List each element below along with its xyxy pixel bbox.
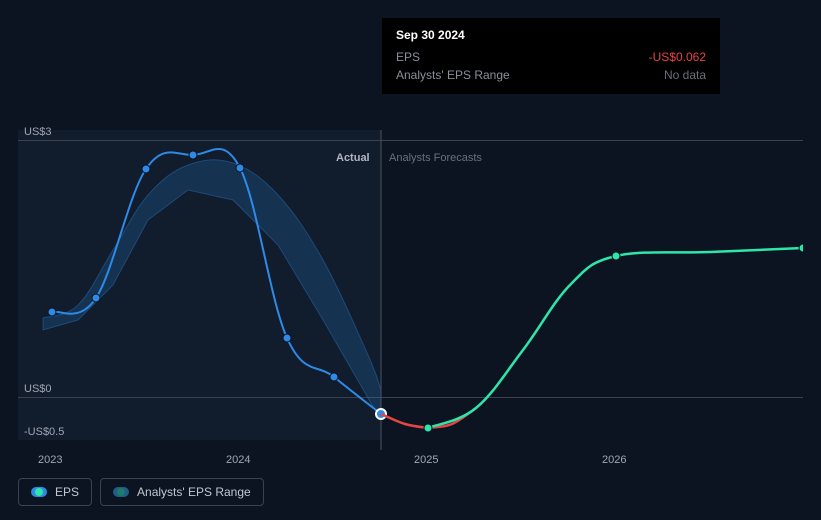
eps-forecast-chart: Sep 30 2024 EPS-US$0.062Analysts' EPS Ra… [0, 0, 821, 520]
legend-item-label: Analysts' EPS Range [137, 485, 251, 499]
tooltip-row-label: EPS [396, 48, 420, 66]
tooltip-row-label: Analysts' EPS Range [396, 66, 510, 84]
legend-item-label: EPS [55, 485, 79, 499]
chart-svg [18, 130, 803, 450]
legend-swatch-icon [113, 487, 129, 497]
tooltip-row-value: -US$0.062 [649, 48, 706, 66]
legend-item[interactable]: EPS [18, 478, 92, 506]
chart-tooltip: Sep 30 2024 EPS-US$0.062Analysts' EPS Ra… [382, 18, 720, 94]
x-axis-tick-label: 2024 [226, 454, 250, 466]
tooltip-row-value: No data [664, 66, 706, 84]
tooltip-date: Sep 30 2024 [396, 28, 706, 42]
x-axis-tick-label: 2026 [602, 454, 626, 466]
x-axis-tick-label: 2023 [38, 454, 62, 466]
x-axis-tick-label: 2025 [414, 454, 438, 466]
tooltip-row: EPS -US$0.062 [396, 48, 706, 66]
chart-plot-area[interactable]: US$3US$0-US$0.5 Actual Analysts Forecast… [18, 130, 803, 440]
chart-legend: EPS Analysts' EPS Range [18, 478, 264, 506]
legend-item[interactable]: Analysts' EPS Range [100, 478, 264, 506]
legend-swatch-icon [31, 487, 47, 497]
tooltip-row: Analysts' EPS Range No data [396, 66, 706, 84]
